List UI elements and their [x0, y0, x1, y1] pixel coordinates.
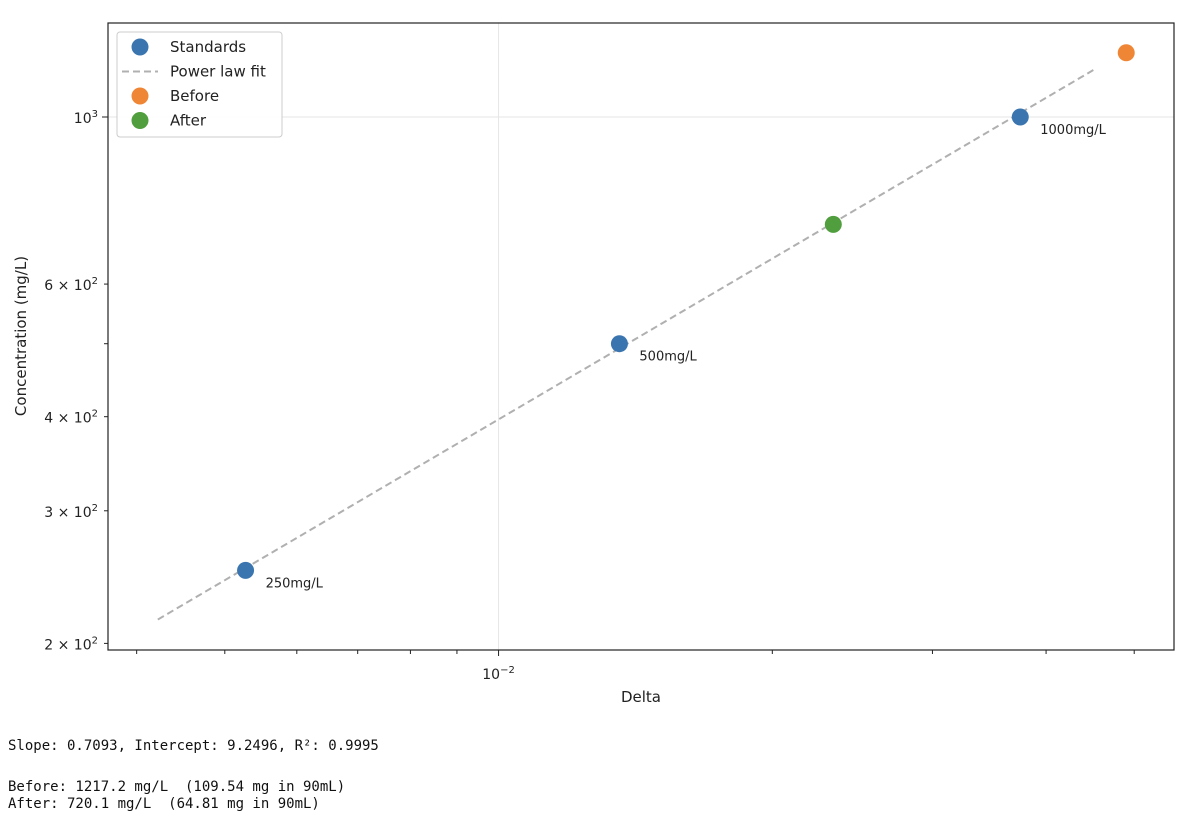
fit-summary-text: Slope: 0.7093, Intercept: 9.2496, R²: 0.… [8, 738, 379, 754]
legend-marker-icon [131, 87, 149, 105]
legend: Standards Power law fit Before After [116, 31, 283, 138]
point-annotation: 1000mg/L [1040, 123, 1106, 138]
standards-point [610, 335, 628, 353]
legend-box [116, 31, 283, 138]
x-axis-label: Delta [621, 688, 661, 706]
gridlines [108, 23, 1174, 650]
after-result-text: After: 720.1 mg/L (64.81 mg in 90mL) [8, 796, 320, 812]
plot-frame [107, 22, 1175, 651]
y-tick-label: 103 [74, 109, 98, 127]
legend-label: After [170, 112, 207, 130]
point-annotation: 250mg/L [266, 576, 324, 591]
standards-point [1011, 108, 1029, 126]
legend-marker-icon [131, 112, 149, 129]
x-tick-label: 10−2 [482, 665, 515, 683]
before-point [1117, 44, 1135, 62]
y-tick-label: 4 × 102 [44, 409, 98, 427]
y-tick-label: 6 × 102 [44, 276, 98, 294]
point-annotation: 500mg/L [639, 350, 697, 365]
y-axis-label: Concentration (mg/L) [12, 256, 30, 416]
y-tick-label: 2 × 102 [44, 635, 98, 653]
axis-ticks: 10−2 103 2 × 102 3 × 102 4 × 102 6 × 102 [44, 109, 1135, 683]
after-point [824, 215, 842, 233]
calibration-chart: 250mg/L 500mg/L 1000mg/L 10−2 103 2 × 102 3 ×… [12, 22, 1175, 706]
before-result-text: Before: 1217.2 mg/L (109.54 mg in 90mL) [8, 779, 346, 795]
standards-point [237, 561, 255, 579]
legend-label: Power law fit [170, 63, 266, 81]
points-layer: 250mg/L 500mg/L 1000mg/L [237, 44, 1135, 591]
legend-marker-icon [131, 38, 149, 56]
legend-label: Before [170, 87, 219, 105]
legend-label: Standards [170, 38, 246, 56]
y-tick-label: 3 × 102 [44, 503, 98, 521]
